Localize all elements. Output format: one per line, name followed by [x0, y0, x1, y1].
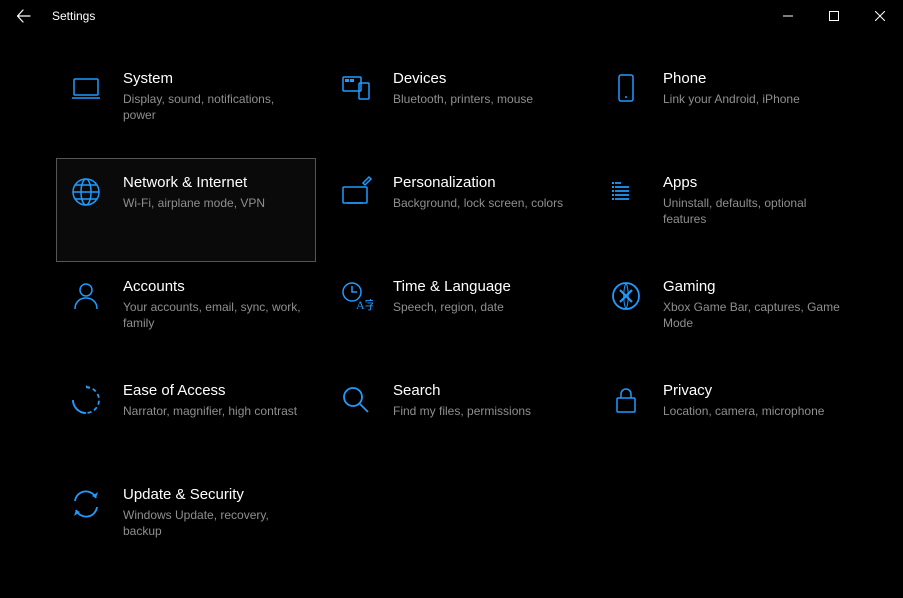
tile-title: Network & Internet — [123, 173, 265, 193]
devices-icon — [339, 71, 373, 105]
tile-description: Wi-Fi, airplane mode, VPN — [123, 195, 265, 211]
gaming-icon — [609, 279, 643, 313]
apps-icon — [609, 175, 643, 209]
tile-description: Windows Update, recovery, backup — [123, 507, 305, 539]
tile-title: Gaming — [663, 277, 845, 297]
window-controls — [765, 0, 903, 32]
tile-text: Phone Link your Android, iPhone — [643, 69, 800, 107]
tile-title: System — [123, 69, 305, 89]
tile-text: Ease of Access Narrator, magnifier, high … — [103, 381, 297, 419]
tile-text: Personalization Background, lock screen, … — [373, 173, 563, 211]
search-icon — [339, 383, 373, 417]
tile-title: Accounts — [123, 277, 305, 297]
update-icon — [69, 487, 103, 521]
tile-text: GamingXbox Game Bar, captures, Game Mode — [643, 277, 845, 331]
tile-description: Xbox Game Bar, captures, Game Mode — [663, 299, 845, 331]
tile-text: AccountsYour accounts, email, sync, work… — [103, 277, 305, 331]
tile-devices[interactable]: Devices Bluetooth, printers, mouse — [326, 54, 586, 158]
tile-title: Privacy — [663, 381, 824, 401]
tile-time[interactable]: Time & Language Speech, region, date — [326, 262, 586, 366]
tile-text: Update & SecurityWindows Update, recover… — [103, 485, 305, 539]
lock-icon — [609, 383, 643, 417]
time-lang-icon — [339, 279, 373, 313]
tile-system[interactable]: SystemDisplay, sound, notifications, pow… — [56, 54, 316, 158]
close-icon — [875, 11, 885, 21]
tile-text: Privacy Location, camera, microphone — [643, 381, 824, 419]
tile-update[interactable]: Update & SecurityWindows Update, recover… — [56, 470, 316, 574]
brush-icon — [339, 175, 373, 209]
tile-phone[interactable]: Phone Link your Android, iPhone — [596, 54, 856, 158]
back-button[interactable] — [8, 0, 40, 32]
tile-title: Search — [393, 381, 531, 401]
tile-search[interactable]: Search Find my files, permissions — [326, 366, 586, 470]
globe-icon — [69, 175, 103, 209]
close-button[interactable] — [857, 0, 903, 32]
titlebar: Settings — [0, 0, 903, 32]
tile-gaming[interactable]: GamingXbox Game Bar, captures, Game Mode — [596, 262, 856, 366]
tile-text: AppsUninstall, defaults, optional featur… — [643, 173, 845, 227]
tile-privacy[interactable]: Privacy Location, camera, microphone — [596, 366, 856, 470]
maximize-button[interactable] — [811, 0, 857, 32]
tile-title: Update & Security — [123, 485, 305, 505]
tile-text: Search Find my files, permissions — [373, 381, 531, 419]
person-icon — [69, 279, 103, 313]
tile-title: Personalization — [393, 173, 563, 193]
tile-text: Devices Bluetooth, printers, mouse — [373, 69, 533, 107]
tile-description: Location, camera, microphone — [663, 403, 824, 419]
tile-description: Link your Android, iPhone — [663, 91, 800, 107]
tile-title: Phone — [663, 69, 800, 89]
tile-description: Display, sound, notifications, power — [123, 91, 305, 123]
tile-description: Speech, region, date — [393, 299, 511, 315]
tile-accounts[interactable]: AccountsYour accounts, email, sync, work… — [56, 262, 316, 366]
tile-description: Find my files, permissions — [393, 403, 531, 419]
tile-network[interactable]: Network & Internet Wi-Fi, airplane mode, … — [56, 158, 316, 262]
tile-title: Devices — [393, 69, 533, 89]
tile-description: Background, lock screen, colors — [393, 195, 563, 211]
tile-description: Your accounts, email, sync, work, family — [123, 299, 305, 331]
window-title: Settings — [40, 9, 95, 23]
tile-description: Narrator, magnifier, high contrast — [123, 403, 297, 419]
maximize-icon — [829, 11, 839, 21]
minimize-icon — [783, 11, 793, 21]
tile-description: Uninstall, defaults, optional features — [663, 195, 845, 227]
phone-icon — [609, 71, 643, 105]
ease-icon — [69, 383, 103, 417]
tile-title: Time & Language — [393, 277, 511, 297]
back-arrow-icon — [16, 8, 32, 24]
minimize-button[interactable] — [765, 0, 811, 32]
tile-personalization[interactable]: Personalization Background, lock screen, … — [326, 158, 586, 262]
laptop-icon — [69, 71, 103, 105]
tile-description: Bluetooth, printers, mouse — [393, 91, 533, 107]
tile-apps[interactable]: AppsUninstall, defaults, optional featur… — [596, 158, 856, 262]
tile-title: Ease of Access — [123, 381, 297, 401]
tile-text: Network & Internet Wi-Fi, airplane mode, … — [103, 173, 265, 211]
tile-title: Apps — [663, 173, 845, 193]
tile-text: Time & Language Speech, region, date — [373, 277, 511, 315]
settings-grid: SystemDisplay, sound, notifications, pow… — [0, 32, 903, 584]
tile-text: SystemDisplay, sound, notifications, pow… — [103, 69, 305, 123]
tile-ease[interactable]: Ease of Access Narrator, magnifier, high … — [56, 366, 316, 470]
